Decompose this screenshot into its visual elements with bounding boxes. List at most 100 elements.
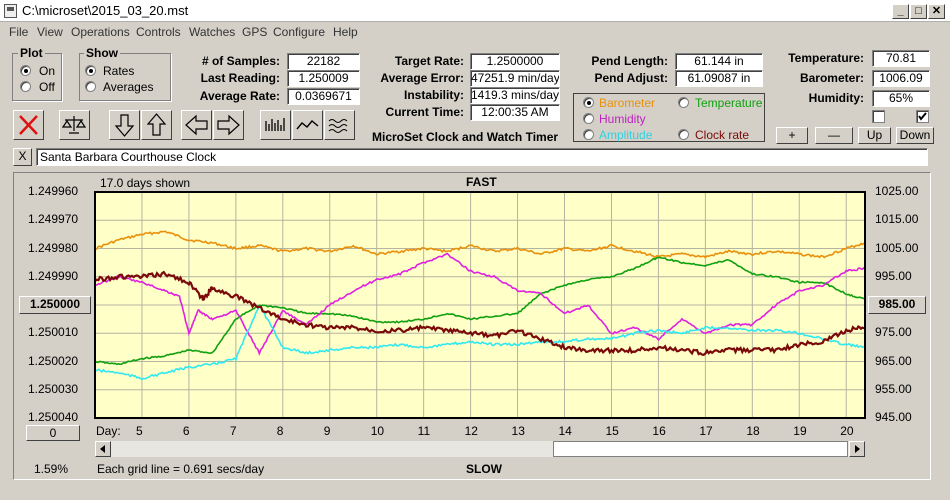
left-axis-button[interactable]: 1.250000 xyxy=(19,296,91,314)
arrow-down-button[interactable] xyxy=(109,110,140,140)
left-tick-label: 1.250030 xyxy=(28,381,79,396)
x-tick-label: 6 xyxy=(182,424,190,438)
left-tick-label: 1.250040 xyxy=(28,410,79,424)
right-tick-label: 965.00 xyxy=(875,353,912,368)
x-tick-label: 15 xyxy=(605,424,619,438)
x-tick-label: 17 xyxy=(699,424,713,438)
down-button[interactable]: Down xyxy=(896,127,934,144)
menu-file[interactable]: File xyxy=(9,25,29,39)
plot-on-label: On xyxy=(39,64,56,78)
menu-controls[interactable]: Controls xyxy=(136,25,181,39)
scroll-thumb[interactable] xyxy=(553,441,848,457)
zero-button[interactable]: 0 xyxy=(26,425,80,441)
current-time-label: Current Time: xyxy=(385,105,464,119)
series-lines xyxy=(94,230,866,381)
menu-gps[interactable]: GPS xyxy=(242,25,268,39)
series-select-panel xyxy=(573,93,765,142)
menu-bar: File View Operations Controls Watches GP… xyxy=(0,22,950,41)
scroll-left-button[interactable] xyxy=(95,441,111,457)
right-tick-label: 1005.00 xyxy=(875,240,919,255)
minimize-button[interactable]: _ xyxy=(892,4,909,19)
arrow-up-button[interactable] xyxy=(141,110,172,140)
triangle-right-icon xyxy=(855,445,860,453)
scroll-right-button[interactable] xyxy=(849,441,865,457)
pend-adjust-label: Pend Adjust: xyxy=(594,71,668,85)
slow-label: SLOW xyxy=(466,462,502,476)
show-rates-radio[interactable] xyxy=(85,65,96,76)
plot-border xyxy=(94,191,866,419)
show-averages-label: Averages xyxy=(103,80,154,94)
maximize-button[interactable]: □ xyxy=(910,4,927,19)
last-reading-label: Last Reading: xyxy=(200,71,280,85)
plot-on-radio[interactable] xyxy=(20,65,31,76)
x-tick-label: 19 xyxy=(793,424,807,438)
show-group-title: Show xyxy=(84,46,120,60)
humidity-series-line xyxy=(94,252,866,356)
menu-operations[interactable]: Operations xyxy=(71,25,130,39)
last-reading-value: 1.250009 xyxy=(287,70,360,87)
env-checkbox-2[interactable] xyxy=(916,110,929,123)
balance-button[interactable] xyxy=(59,110,90,140)
temperature-field-label: Temperature: xyxy=(788,51,864,65)
left-tick-label: 1.249990 xyxy=(28,268,79,283)
humidity-radio[interactable] xyxy=(583,113,594,124)
barometer-field-label: Barometer: xyxy=(799,71,864,85)
product-name: MicroSet Clock and Watch Timer xyxy=(372,130,559,144)
instability-value: 1419.3 mins/day xyxy=(470,87,560,104)
menu-help[interactable]: Help xyxy=(333,25,358,39)
plot-off-radio[interactable] xyxy=(20,81,31,92)
bars-icon xyxy=(265,118,285,131)
right-axis-button[interactable]: 985.00 xyxy=(868,296,926,314)
barometer-radio[interactable] xyxy=(583,97,594,108)
line-view-button[interactable] xyxy=(292,110,323,140)
arrow-right-button[interactable] xyxy=(213,110,244,140)
average-error-label: Average Error: xyxy=(380,71,464,85)
clear-description-button[interactable]: X xyxy=(13,148,32,166)
smooth-view-button[interactable] xyxy=(324,110,355,140)
average-rate-value: 0.0369671 xyxy=(287,88,360,105)
show-rates-label: Rates xyxy=(103,64,135,78)
waves-icon xyxy=(328,119,348,133)
clock-rate-label: Clock rate xyxy=(695,128,750,142)
show-averages-radio[interactable] xyxy=(85,81,96,92)
arrow-up-icon xyxy=(146,113,167,136)
amplitude-radio[interactable] xyxy=(583,129,594,140)
samples-value: 22182 xyxy=(287,53,360,70)
pend-adjust-value: 61.09087 in xyxy=(675,70,763,87)
temperature-radio[interactable] xyxy=(678,97,689,108)
target-rate-value: 1.2500000 xyxy=(470,53,560,70)
description-input[interactable]: Santa Barbara Courthouse Clock xyxy=(36,148,928,166)
pend-length-label: Pend Length: xyxy=(591,54,668,68)
barometer-value: 1006.09 xyxy=(872,70,930,87)
menu-configure[interactable]: Configure xyxy=(273,25,326,39)
x-tick-label: 13 xyxy=(511,424,525,438)
amplitude-series-line xyxy=(94,304,866,381)
stop-button[interactable] xyxy=(13,110,44,140)
bar-view-button[interactable] xyxy=(260,110,291,140)
arrow-left-button[interactable] xyxy=(181,110,212,140)
app-icon xyxy=(4,4,17,18)
x-tick-label: 18 xyxy=(746,424,760,438)
menu-view[interactable]: View xyxy=(37,25,63,39)
up-button[interactable]: Up xyxy=(858,127,891,144)
title-bar: C:\microset\2015_03_20.mst _ □ ✕ xyxy=(0,0,950,22)
menu-watches[interactable]: Watches xyxy=(189,25,236,39)
right-tick-label: 975.00 xyxy=(875,325,912,340)
x-tick-label: 14 xyxy=(558,424,572,438)
chart-scrollbar[interactable] xyxy=(95,441,865,457)
plus-button[interactable]: + xyxy=(776,127,808,144)
close-button[interactable]: ✕ xyxy=(928,4,945,19)
left-tick-label: 1.249980 xyxy=(28,240,79,255)
x-tick-label: 9 xyxy=(323,424,331,438)
pend-length-value: 61.144 in xyxy=(675,53,763,70)
right-tick-label: 955.00 xyxy=(875,381,912,396)
right-tick-label: 1015.00 xyxy=(875,212,919,227)
scale-icon xyxy=(61,116,87,134)
average-error-value: 47251.9 min/day xyxy=(470,70,560,87)
x-icon xyxy=(19,115,38,135)
clock-rate-radio[interactable] xyxy=(678,129,689,140)
minus-button[interactable]: — xyxy=(815,127,853,144)
env-checkbox-1[interactable] xyxy=(872,110,885,123)
x-tick-label: 7 xyxy=(229,424,237,438)
